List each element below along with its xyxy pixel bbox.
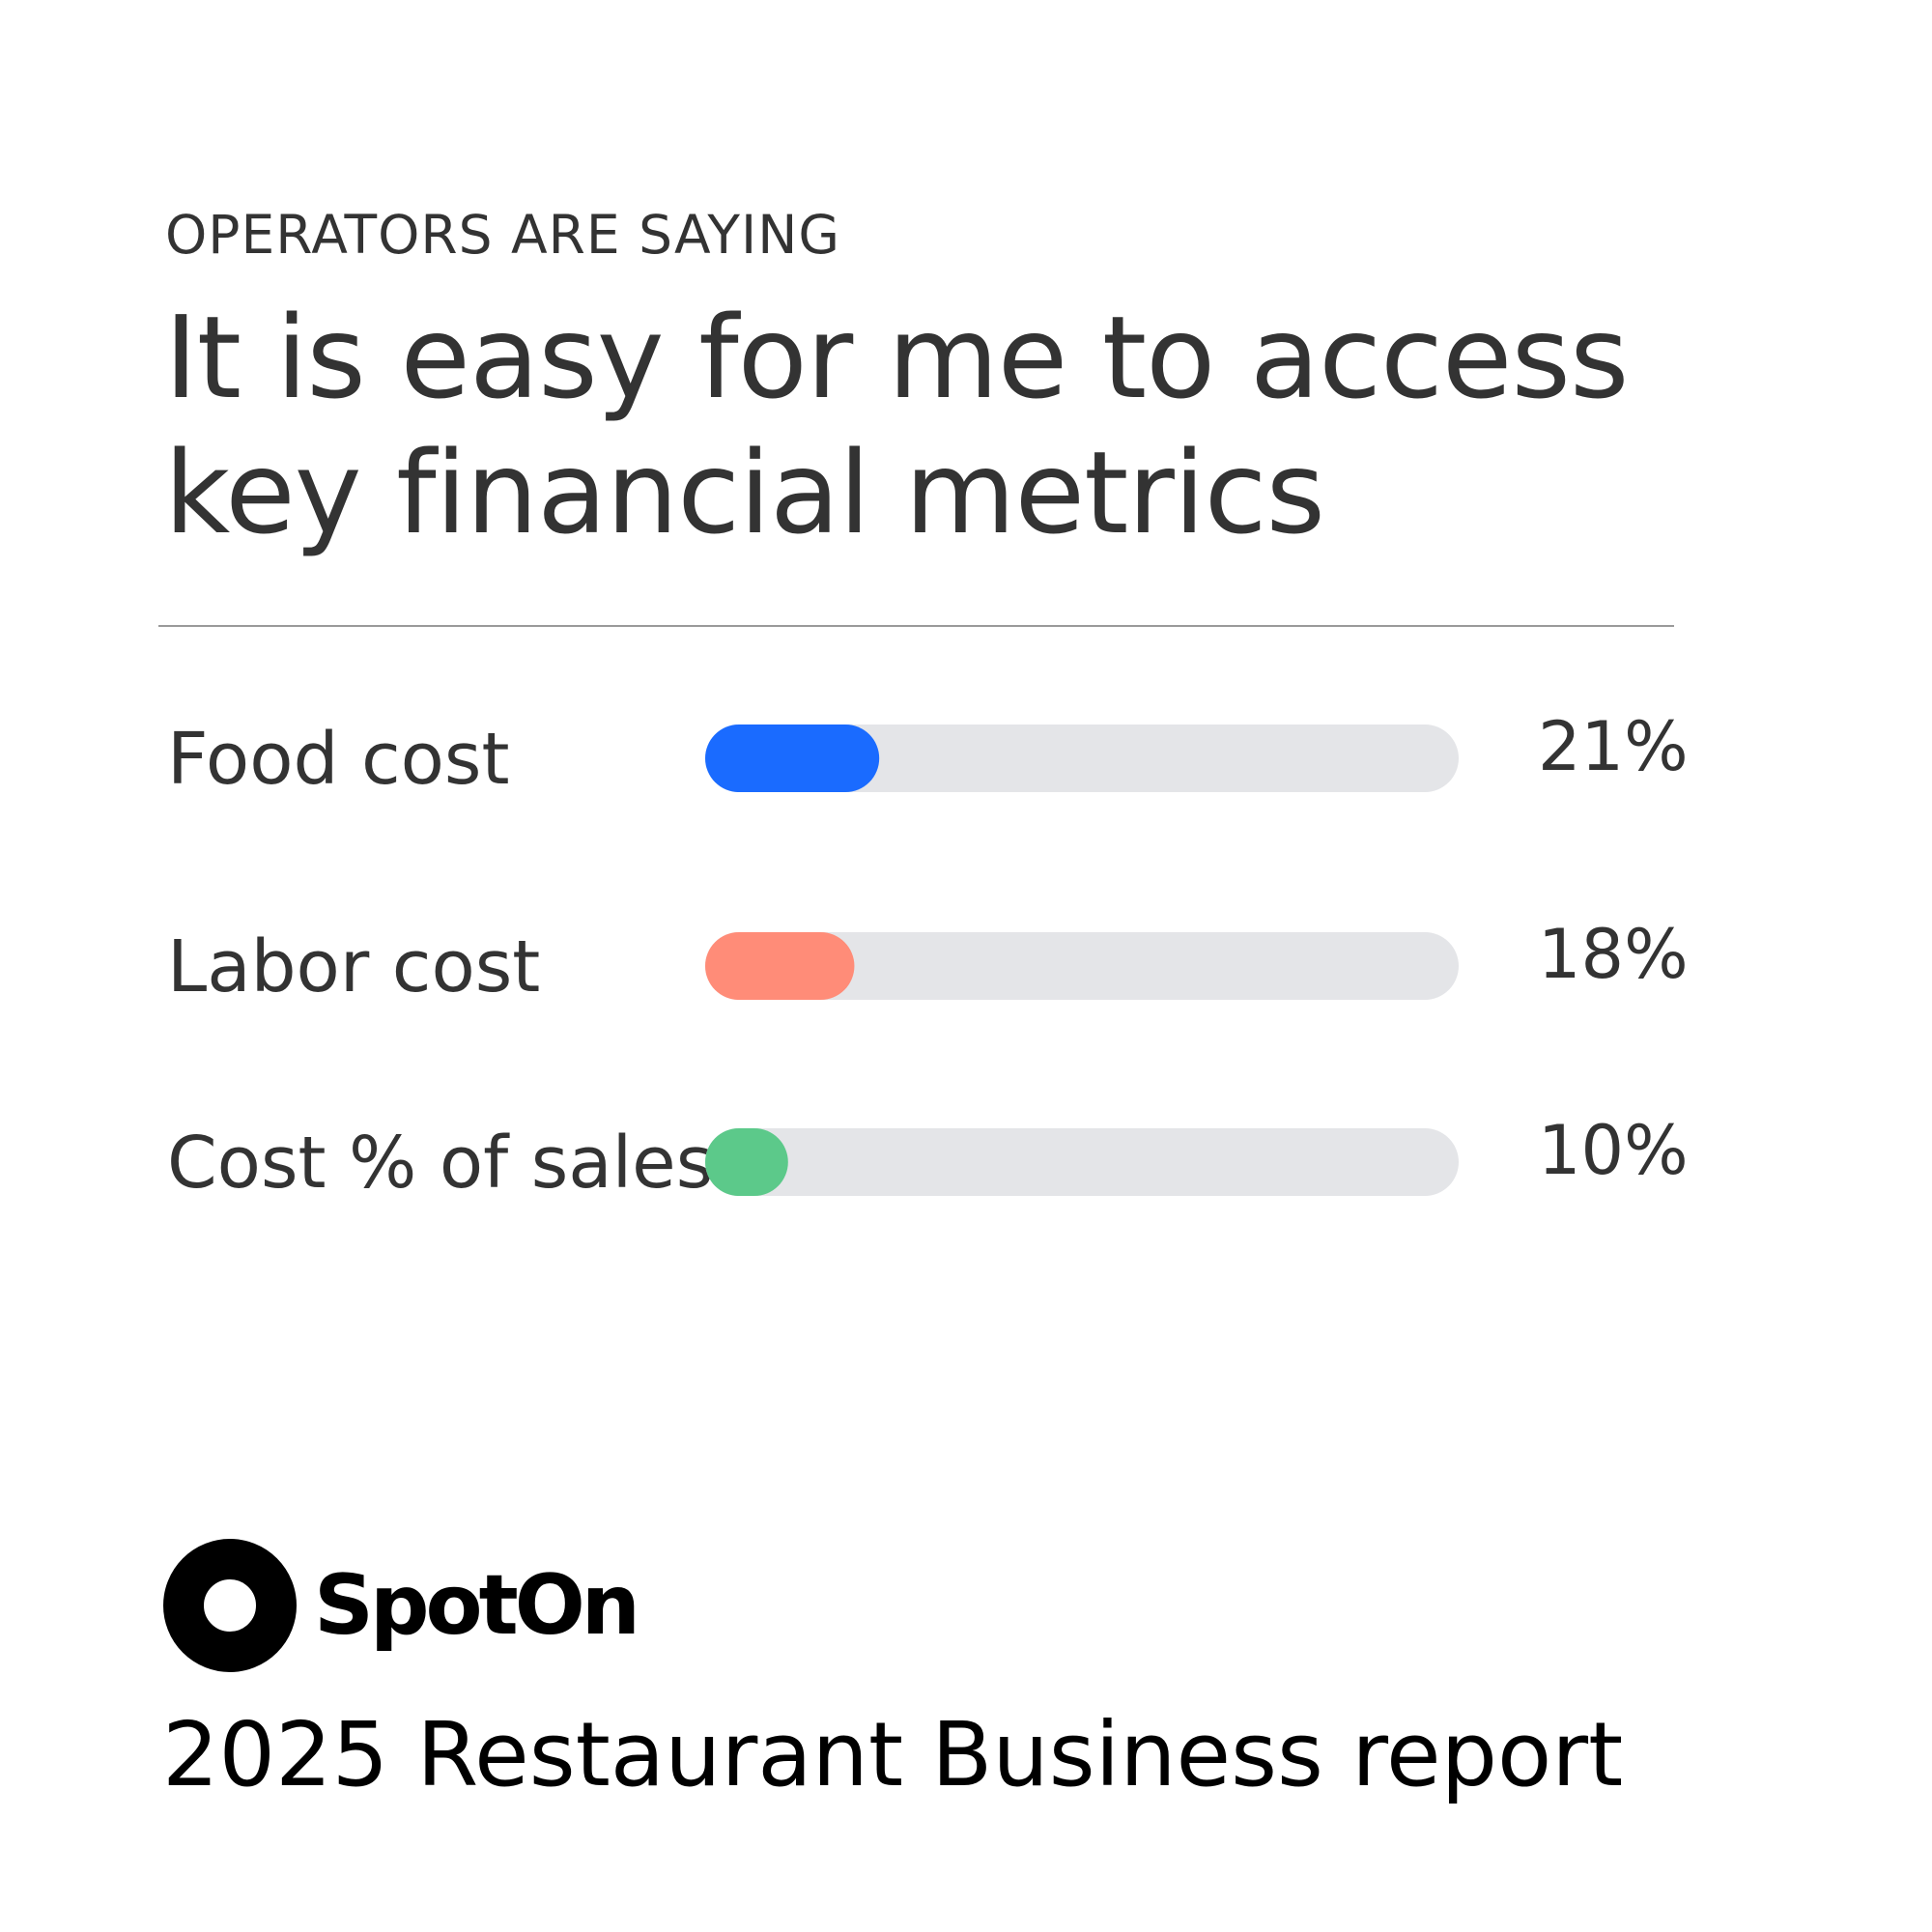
chart-title: It is easy for me to access key financia… xyxy=(164,290,1671,560)
category-label-food-cost: Food cost xyxy=(167,718,510,801)
value-label-labor-cost: 18% xyxy=(1538,915,1689,994)
bar-cost-of-sales xyxy=(705,1128,788,1196)
spoton-ring-icon xyxy=(163,1539,297,1672)
spoton-logo: SpotOn xyxy=(162,1538,703,1673)
bar-food-cost xyxy=(705,724,880,792)
title-line-1: It is easy for me to access xyxy=(164,291,1629,424)
value-label-food-cost: 21% xyxy=(1538,707,1689,786)
bar-labor-cost xyxy=(705,932,855,1000)
report-title: 2025 Restaurant Business report xyxy=(162,1703,1624,1806)
category-label-labor-cost: Labor cost xyxy=(167,925,540,1009)
eyebrow-label: OPERATORS ARE SAYING xyxy=(165,204,840,266)
bar-track-cost-of-sales xyxy=(705,1128,1459,1196)
divider xyxy=(158,625,1674,627)
bar-track-food-cost xyxy=(705,724,1459,792)
title-line-2: key financial metrics xyxy=(164,426,1325,559)
logo-wordmark: SpotOn xyxy=(314,1557,640,1654)
value-label-cost-of-sales: 10% xyxy=(1538,1111,1689,1190)
category-label-cost-of-sales: Cost % of sales xyxy=(167,1122,713,1205)
bar-track-labor-cost xyxy=(705,932,1459,1000)
